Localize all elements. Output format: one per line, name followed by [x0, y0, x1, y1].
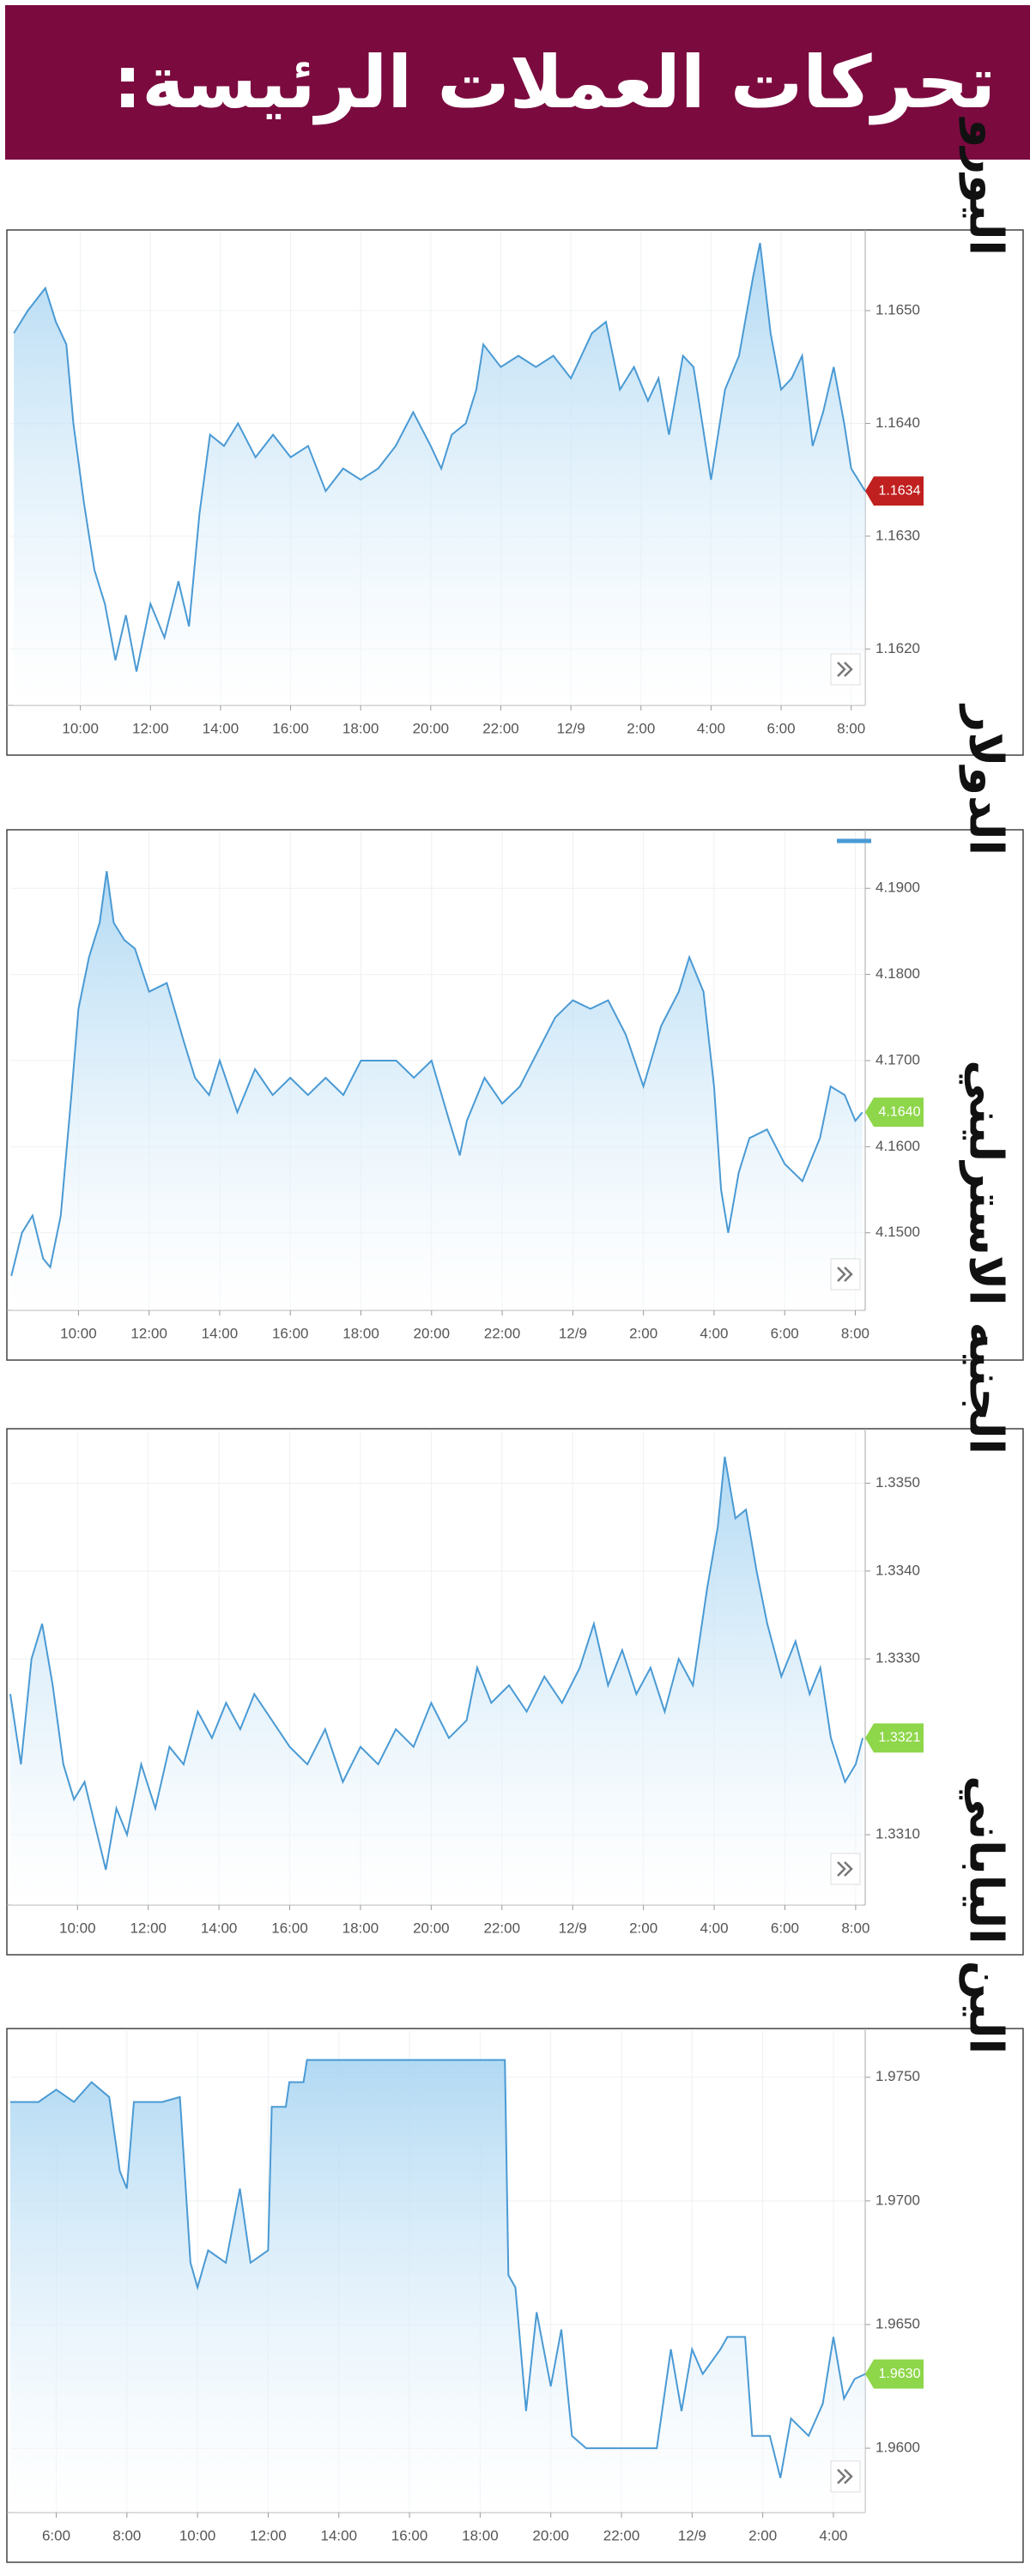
y-tick-label: 1.3350 — [876, 1474, 920, 1491]
y-tick-label: 1.9700 — [876, 2192, 920, 2208]
x-tick-label: 6:00 — [771, 1920, 799, 1936]
x-tick-label: 20:00 — [413, 720, 450, 736]
y-tick-label: 4.1600 — [876, 1138, 920, 1154]
y-tick-label: 4.1800 — [876, 965, 920, 982]
x-tick-label: 12:00 — [132, 720, 169, 736]
x-tick-label: 10:00 — [62, 720, 99, 736]
x-tick-label: 16:00 — [391, 2527, 428, 2543]
x-tick-label: 10:00 — [59, 1920, 96, 1936]
y-tick-label: 1.1630 — [876, 527, 920, 543]
x-tick-label: 12/9 — [559, 1920, 587, 1936]
currency-name: اليورو — [959, 117, 1013, 256]
y-tick-label: 4.1700 — [876, 1051, 920, 1067]
x-tick-label: 14:00 — [202, 1325, 239, 1341]
y-tick-label: 1.9600 — [876, 2440, 920, 2456]
price-line — [10, 2059, 866, 2478]
y-tick-label: 1.9650 — [876, 2315, 920, 2331]
x-tick-label: 8:00 — [837, 720, 865, 736]
y-tick-label: 1.1650 — [876, 301, 920, 317]
x-tick-label: 4:00 — [819, 2527, 847, 2543]
price-line — [9, 1456, 864, 1871]
x-tick-label: 20:00 — [414, 1325, 451, 1341]
x-tick-label: 8:00 — [841, 1325, 869, 1341]
page-title: تحركات العملات الرئيسة: — [5, 5, 1030, 160]
currency-name: الجنيه الاسترليني — [959, 1060, 1013, 1454]
x-tick-label: 18:00 — [342, 1325, 379, 1341]
x-tick-label: 14:00 — [201, 1920, 238, 1936]
y-tick-label: 1.3310 — [876, 1826, 920, 1842]
y-tick-label: 1.3340 — [876, 1562, 920, 1578]
y-tick-label: 1.9750 — [876, 2068, 920, 2084]
x-tick-label: 4:00 — [697, 720, 725, 736]
price-badge — [865, 1723, 924, 1753]
x-tick-label: 12/9 — [557, 720, 585, 736]
y-tick-label: 4.1500 — [876, 1224, 920, 1240]
price-badge — [865, 476, 924, 506]
x-tick-label: 2:00 — [748, 2527, 777, 2543]
x-tick-label: 18:00 — [342, 1920, 379, 1936]
area-fill — [10, 2059, 865, 2513]
x-tick-label: 12:00 — [250, 2527, 287, 2543]
price-badge — [865, 2359, 924, 2389]
x-tick-label: 16:00 — [271, 1920, 308, 1936]
x-tick-label: 6:00 — [771, 1325, 799, 1341]
panel-frame — [6, 2028, 1024, 2563]
x-tick-label: 8:00 — [841, 1920, 869, 1936]
price-badge-label: 1.1634 — [879, 484, 921, 499]
x-tick-label: 6:00 — [766, 720, 795, 736]
price-badge — [865, 1098, 924, 1128]
x-tick-label: 18:00 — [342, 720, 379, 736]
x-tick-label: 8:00 — [112, 2527, 141, 2543]
x-tick-label: 2:00 — [629, 1920, 657, 1936]
more-icon — [837, 1861, 853, 1877]
panel-frame — [6, 229, 1024, 756]
price-badge-label: 4.1640 — [879, 1104, 921, 1119]
x-tick-label: 12/9 — [559, 1325, 587, 1341]
x-tick-label: 22:00 — [482, 720, 519, 736]
price-line — [10, 871, 863, 1277]
x-tick-label: 4:00 — [700, 1325, 728, 1341]
x-tick-label: 4:00 — [700, 1920, 728, 1936]
x-tick-label: 14:00 — [203, 720, 239, 736]
x-tick-label: 10:00 — [60, 1325, 97, 1341]
price-line — [13, 242, 866, 672]
y-tick-label: 4.1900 — [876, 880, 920, 896]
x-tick-label: 22:00 — [603, 2527, 640, 2543]
x-tick-label: 16:00 — [272, 1325, 309, 1341]
currency-name: الين الياباني — [959, 1775, 1013, 2054]
area-fill — [10, 1456, 863, 1905]
y-tick-label: 1.1640 — [876, 414, 920, 431]
y-tick-label: 1.1620 — [876, 640, 920, 656]
x-tick-label: 18:00 — [462, 2527, 499, 2543]
x-tick-label: 12:00 — [130, 1325, 167, 1341]
x-tick-label: 2:00 — [629, 1325, 657, 1341]
more-icon — [837, 662, 853, 677]
price-badge-label: 1.9630 — [879, 2367, 921, 2381]
x-tick-label: 22:00 — [484, 1325, 521, 1341]
x-tick-label: 16:00 — [272, 720, 309, 736]
x-tick-label: 12:00 — [130, 1920, 167, 1936]
x-tick-label: 12/9 — [678, 2527, 706, 2543]
panel-frame — [6, 829, 1024, 1361]
area-fill — [11, 871, 863, 1310]
area-fill — [14, 243, 866, 706]
x-tick-label: 22:00 — [484, 1920, 521, 1936]
x-tick-label: 6:00 — [42, 2527, 70, 2543]
more-icon — [837, 2469, 853, 2484]
price-badge-label: 1.3321 — [879, 1731, 921, 1745]
currency-name: الدولار — [959, 703, 1013, 856]
x-tick-label: 20:00 — [413, 1920, 450, 1936]
x-tick-label: 2:00 — [627, 720, 655, 736]
panel-frame — [6, 1428, 1024, 1956]
x-tick-label: 10:00 — [179, 2527, 216, 2543]
x-tick-label: 14:00 — [320, 2527, 357, 2543]
y-tick-label: 1.3330 — [876, 1650, 920, 1666]
x-tick-label: 20:00 — [532, 2527, 569, 2543]
more-icon — [837, 1267, 853, 1282]
